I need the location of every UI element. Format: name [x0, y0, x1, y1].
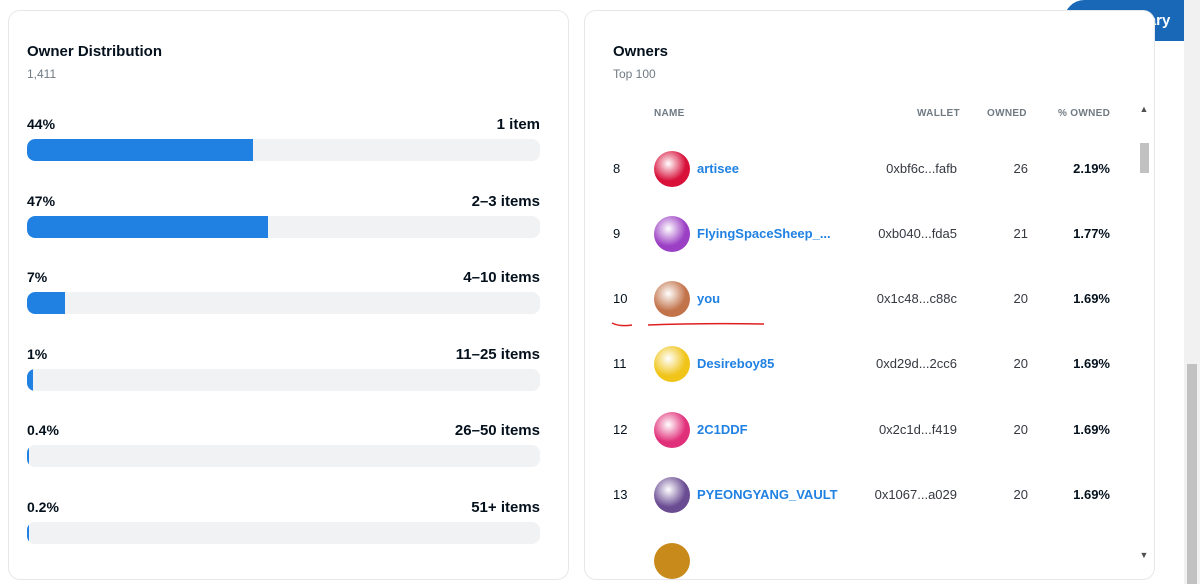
- owner-row[interactable]: 13 PYEONGYANG_VAULT 0x1067...a029 20 1.6…: [585, 465, 1137, 525]
- owner-name-link[interactable]: Desireboy85: [697, 356, 775, 371]
- owners-subtitle: Top 100: [613, 67, 656, 81]
- avatar[interactable]: [654, 477, 690, 513]
- owner-row[interactable]: 12 2C1DDF 0x2c1d...f419 20 1.69%: [585, 400, 1137, 460]
- owner-rank: 8: [613, 161, 621, 176]
- owners-scrollbar[interactable]: ▲ ▼: [1138, 103, 1150, 561]
- avatar[interactable]: [654, 346, 690, 382]
- column-header-pct-owned: % OWNED: [1058, 108, 1111, 119]
- distribution-bar-track: [27, 369, 540, 391]
- distribution-bar-fill: [27, 445, 30, 467]
- owner-rank: 9: [613, 226, 621, 241]
- owner-owned-count: 20: [1013, 422, 1028, 437]
- avatar[interactable]: [654, 151, 690, 187]
- distribution-label: 26–50 items: [454, 422, 540, 439]
- distribution-title: Owner Distribution: [27, 43, 162, 60]
- owner-owned-count: 21: [1013, 226, 1028, 241]
- distribution-bar-fill: [27, 216, 269, 238]
- owner-rank: 11: [613, 356, 627, 371]
- avatar[interactable]: [654, 412, 690, 448]
- owners-title: Owners: [613, 43, 669, 60]
- owner-pct-owned: 1.77%: [1073, 226, 1110, 241]
- owner-pct-owned: 1.69%: [1073, 487, 1110, 502]
- distribution-total: 1,411: [27, 67, 57, 81]
- owner-row[interactable]: 10 you 0x1c48...c88c 20 1.69%: [585, 269, 1137, 329]
- owners-card: Owners Top 100 NAME WALLET OWNED % OWNED…: [584, 10, 1155, 580]
- owner-owned-count: 20: [1013, 487, 1028, 502]
- avatar[interactable]: [654, 543, 690, 579]
- distribution-bar-fill: [27, 369, 34, 391]
- owners-scrollbar-thumb[interactable]: [1140, 143, 1149, 173]
- distribution-pct: 7%: [27, 269, 48, 285]
- distribution-bar-track: [27, 216, 540, 238]
- owner-wallet: 0x1c48...c88c: [876, 291, 957, 306]
- distribution-row: 7% 4–10 items: [27, 269, 540, 321]
- distribution-pct: 0.2%: [27, 499, 59, 515]
- owner-owned-count: 20: [1013, 291, 1028, 306]
- owner-row[interactable]: 8 artisee 0xbf6c...fafb 26 2.19%: [585, 139, 1137, 199]
- owner-pct-owned: 1.69%: [1073, 422, 1110, 437]
- distribution-row: 1% 11–25 items: [27, 346, 540, 398]
- avatar[interactable]: [654, 216, 690, 252]
- owner-pct-owned: 2.19%: [1073, 161, 1110, 176]
- owner-row[interactable]: 9 FlyingSpaceSheep_... 0xb040...fda5 21 …: [585, 204, 1137, 264]
- avatar[interactable]: [654, 281, 690, 317]
- distribution-label: 11–25 items: [455, 346, 540, 363]
- owner-name-link[interactable]: FlyingSpaceSheep_...: [697, 226, 831, 241]
- distribution-label: 1 item: [496, 116, 540, 133]
- scroll-down-icon[interactable]: ▼: [1139, 550, 1149, 560]
- owner-wallet: 0xb040...fda5: [878, 226, 957, 241]
- owner-distribution-card: Owner Distribution 1,411 44% 1 item 47% …: [8, 10, 569, 580]
- owner-rank: 12: [613, 422, 628, 437]
- column-header-wallet: WALLET: [917, 108, 960, 119]
- owner-rank: 13: [613, 487, 628, 502]
- distribution-bar-fill: [27, 139, 253, 161]
- distribution-row: 47% 2–3 items: [27, 193, 540, 245]
- distribution-pct: 1%: [27, 346, 48, 362]
- owner-rank: 10: [613, 291, 628, 306]
- owner-wallet: 0x2c1d...f419: [878, 422, 957, 437]
- owner-name-link[interactable]: PYEONGYANG_VAULT: [697, 487, 838, 502]
- distribution-row: 0.4% 26–50 items: [27, 422, 540, 474]
- distribution-label: 51+ items: [471, 499, 540, 516]
- distribution-bar-fill: [27, 522, 30, 544]
- distribution-bar-track: [27, 139, 540, 161]
- owner-name-link[interactable]: artisee: [697, 161, 739, 176]
- page-scrollbar-thumb[interactable]: [1187, 364, 1197, 584]
- owner-wallet: 0xd29d...2cc6: [876, 356, 957, 371]
- distribution-bar-fill: [27, 292, 66, 314]
- distribution-row: 44% 1 item: [27, 116, 540, 168]
- page-scrollbar[interactable]: [1184, 0, 1200, 584]
- distribution-pct: 0.4%: [27, 422, 59, 438]
- owner-owned-count: 20: [1013, 356, 1028, 371]
- distribution-bar-track: [27, 445, 540, 467]
- distribution-bar-track: [27, 522, 540, 544]
- owner-row[interactable]: 11 Desireboy85 0xd29d...2cc6 20 1.69%: [585, 334, 1137, 394]
- distribution-label: 2–3 items: [471, 193, 540, 210]
- owner-wallet: 0x1067...a029: [874, 487, 957, 502]
- owner-name-link[interactable]: 2C1DDF: [697, 422, 748, 437]
- distribution-bar-track: [27, 292, 540, 314]
- owner-owned-count: 26: [1013, 161, 1028, 176]
- owner-pct-owned: 1.69%: [1073, 291, 1110, 306]
- distribution-pct: 47%: [27, 193, 56, 209]
- scroll-up-icon[interactable]: ▲: [1139, 104, 1149, 114]
- column-header-name: NAME: [654, 108, 685, 119]
- distribution-pct: 44%: [27, 116, 56, 132]
- distribution-label: 4–10 items: [463, 269, 540, 286]
- distribution-row: 0.2% 51+ items: [27, 499, 540, 551]
- column-header-owned: OWNED: [987, 108, 1027, 119]
- owner-wallet: 0xbf6c...fafb: [886, 161, 957, 176]
- annotation-underline: [611, 322, 765, 327]
- owner-pct-owned: 1.69%: [1073, 356, 1110, 371]
